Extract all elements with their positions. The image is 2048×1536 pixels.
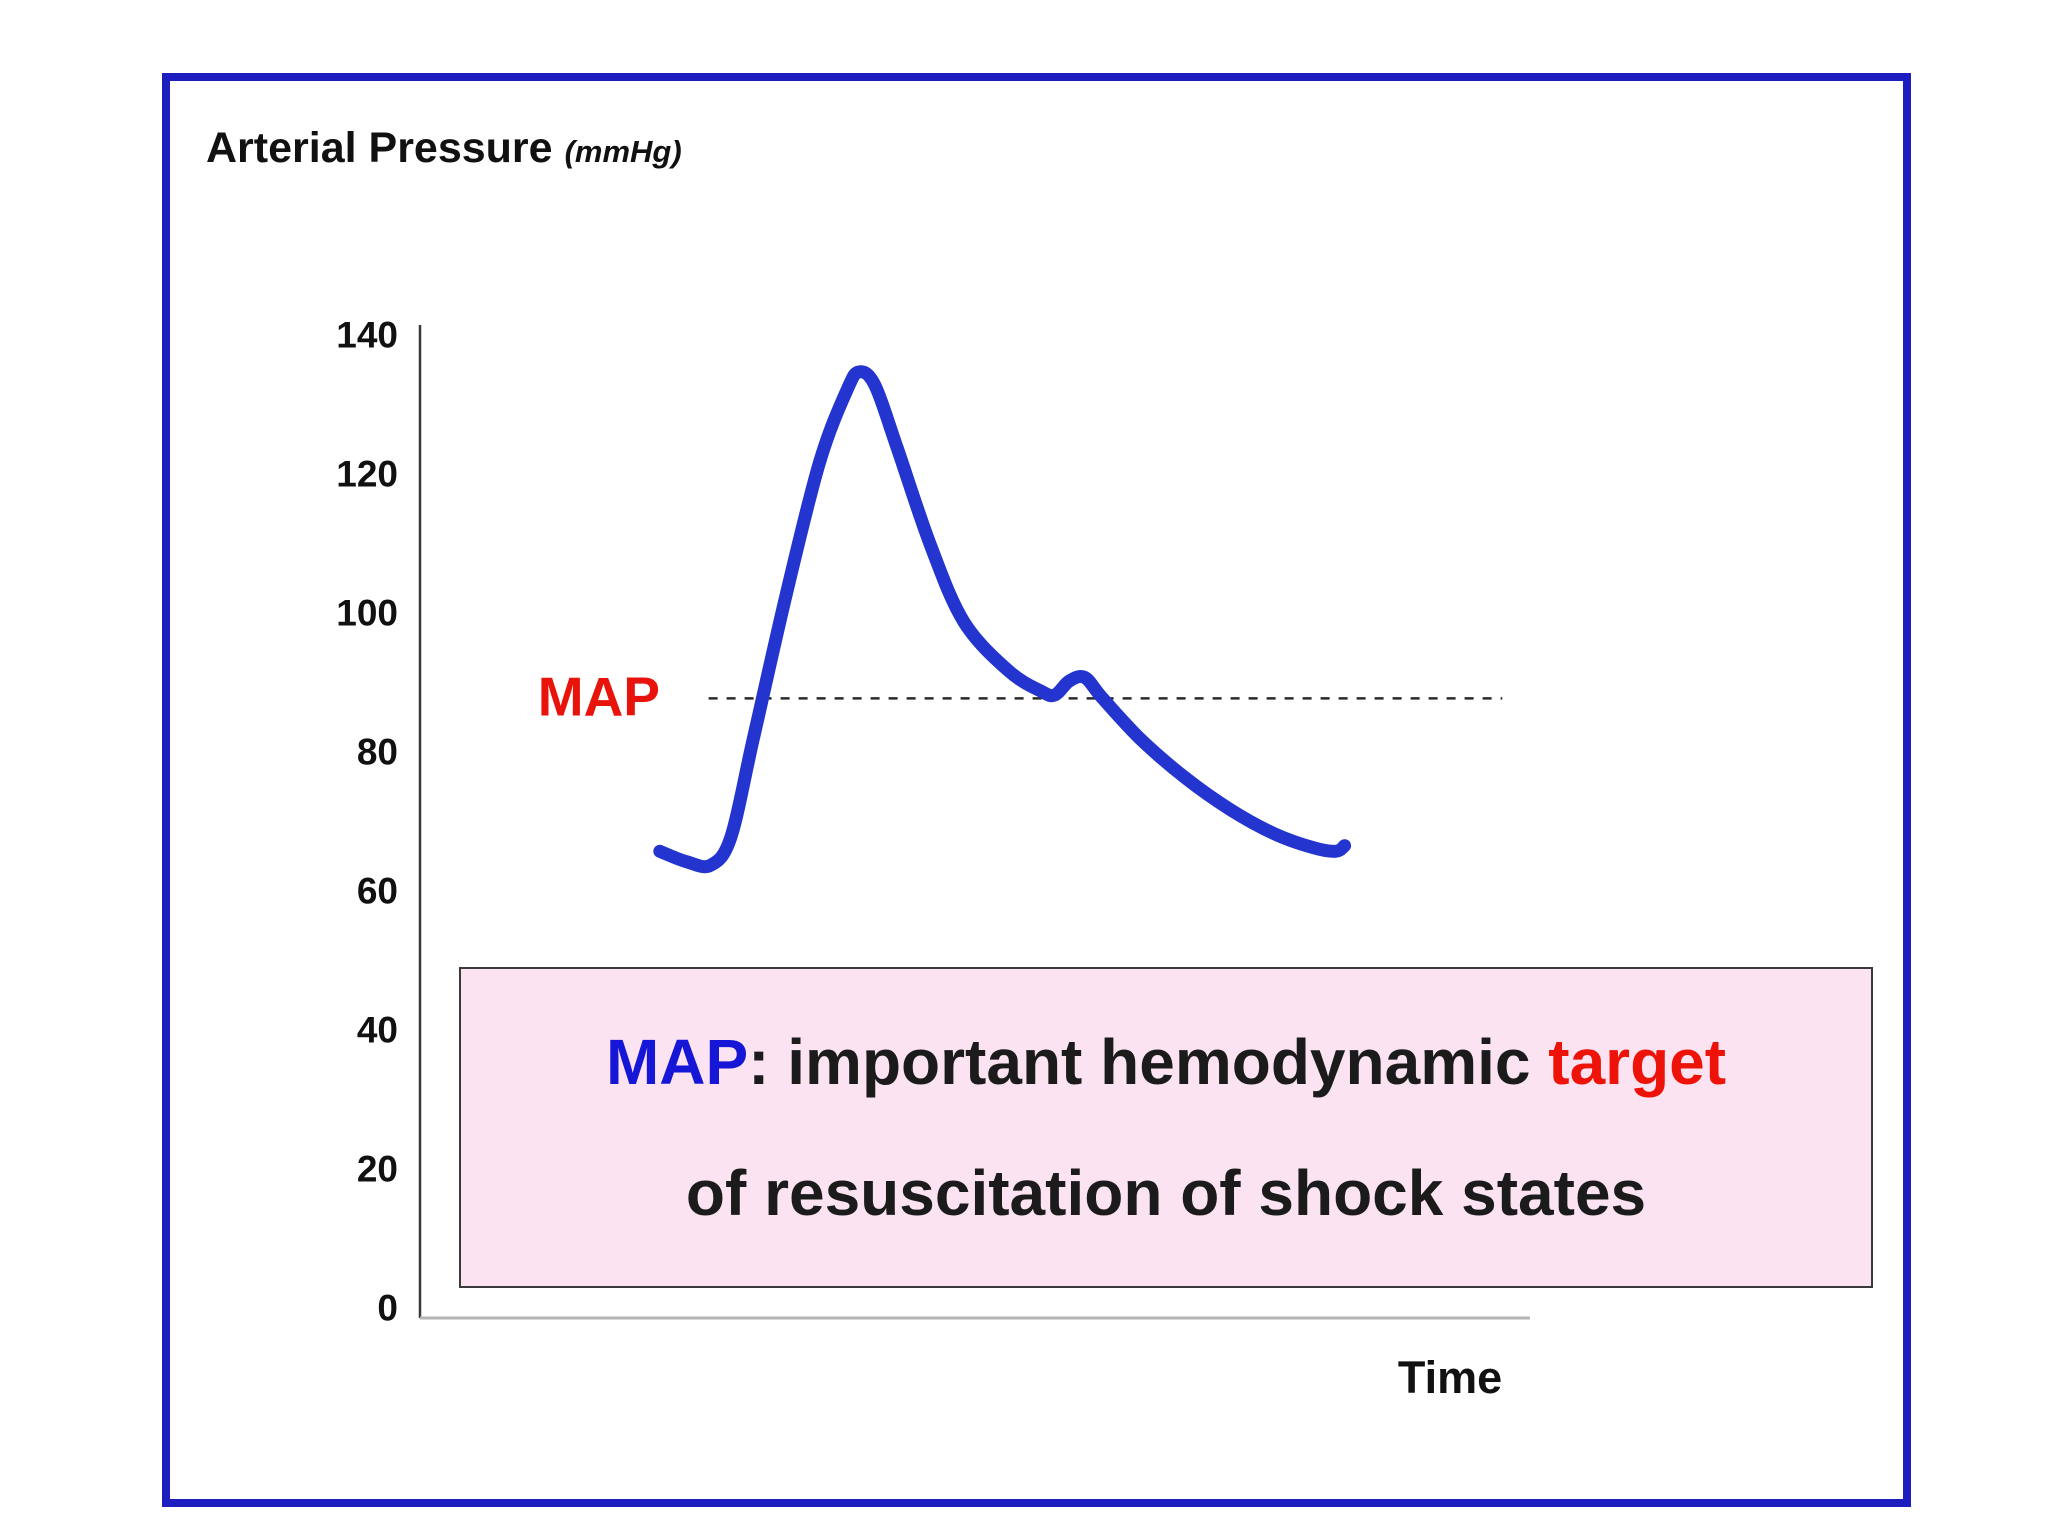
callout-map-word: MAP	[605, 1026, 749, 1099]
callout-box: MAP: important hemodynamic target of res…	[459, 967, 1873, 1288]
y-tick-label-0: 0	[377, 1287, 398, 1329]
chart-title-text: Arterial Pressure	[206, 124, 553, 172]
callout-line-1: MAP: important hemodynamic target	[606, 1025, 1726, 1099]
chart-title-unit: (mmHg)	[564, 134, 682, 169]
y-tick-label-40: 40	[356, 1009, 398, 1051]
callout-line-2: of resuscitation of shock states	[685, 1156, 1647, 1229]
y-tick-label-80: 80	[356, 731, 398, 773]
x-axis-label: Time	[1397, 1352, 1503, 1403]
arterial-pressure-waveform	[653, 365, 1352, 874]
map-label: MAP	[537, 666, 660, 729]
y-tick-label-20: 20	[356, 1148, 398, 1190]
y-tick-label-60: 60	[356, 870, 398, 912]
y-tick-label-120: 120	[336, 453, 398, 495]
callout-middle-text: : important hemodynamic	[748, 1026, 1549, 1099]
y-tick-label-100: 100	[336, 592, 398, 634]
y-tick-label-140: 140	[336, 314, 398, 356]
chart-title: Arterial Pressure (mmHg)	[206, 124, 682, 173]
callout-target-word: target	[1548, 1026, 1727, 1099]
